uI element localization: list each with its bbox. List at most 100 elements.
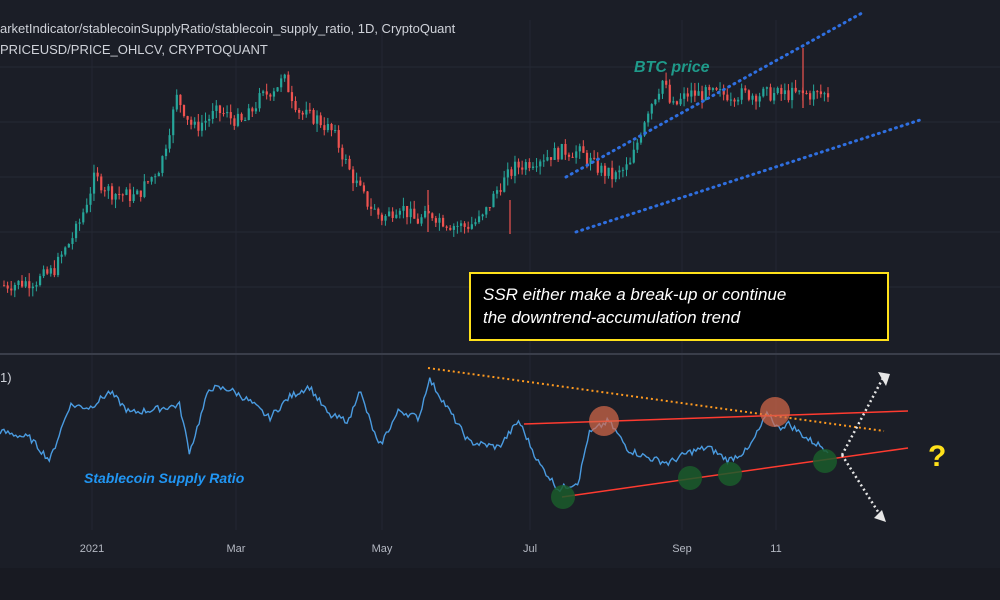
candle-body [100,176,103,191]
candle-body [193,121,196,125]
candle-body [107,186,110,191]
candle-body [38,276,42,286]
candle-body [409,208,412,218]
ssr-downtrend-line [427,367,885,432]
candle-series [3,48,830,298]
candle-body [287,74,290,93]
candle-body [92,172,96,194]
candle-body [449,227,452,230]
candle-body [434,218,437,223]
candle-body [60,254,63,257]
candle-body [272,91,276,97]
candle-body [161,156,164,173]
candle-body [186,116,189,120]
candle-body [168,135,171,149]
candle-body [791,87,794,101]
candle-body [787,90,790,101]
candle-body [679,98,682,105]
candle-body [233,118,236,126]
candle-body [805,93,808,95]
header-indicator-title: arketIndicator/stablecoinSupplyRatio/sta… [0,21,456,36]
candle-body [733,99,736,102]
candle-body [103,190,106,192]
candle-body [625,164,628,170]
candle-body [96,172,99,177]
candle-body [226,112,229,114]
candle-body [629,162,632,165]
candle-body [154,176,157,178]
candle-body [157,172,160,177]
breakout-arrowhead [878,372,890,386]
candle-body [164,148,168,157]
candle-body [665,80,668,85]
candle-body [114,193,117,200]
candle-body [427,210,430,214]
candle-body [575,151,578,158]
candle-body [222,113,225,115]
candle-body [179,94,182,106]
candle-body [654,99,657,105]
support-touch-marker [718,462,742,486]
annotation-overlays [427,11,922,522]
candle-body [319,115,322,126]
candle-body [240,113,243,121]
candle-body [298,109,301,113]
candle-body [686,93,689,97]
candle-body [632,149,635,163]
candle-body [539,161,542,167]
candle-body [596,157,599,173]
candle-body [290,92,294,102]
candle-body [456,225,459,227]
candle-body [175,94,178,110]
candle-body [697,91,700,96]
candle-body [704,87,707,101]
candle-body [380,214,384,221]
candle-body [182,105,186,117]
candle-body [621,169,625,171]
candle-body [708,87,711,90]
candle-body [46,269,49,274]
candle-body [110,186,114,200]
candle-body [812,91,815,100]
candle-body [585,152,589,164]
candle-body [128,189,132,202]
candle-body [780,88,783,95]
candle-body [711,88,715,90]
candle-body [661,80,664,94]
candle-body [355,180,358,184]
candle-body [17,280,20,286]
candle-body [31,286,34,289]
candle-body [783,90,787,95]
candle-body [172,109,175,136]
candle-body [762,88,765,97]
candle-body [143,181,146,197]
ssr-series [0,377,829,493]
note-line-2: the downtrend-accumulation trend [483,308,741,327]
candle-body [769,87,772,101]
candle-body [618,170,621,173]
candle-body [384,216,387,221]
candle-body [477,216,481,223]
candle-body [798,90,801,92]
candle-body [755,95,758,102]
candle-body [517,161,520,168]
candle-body [819,91,823,95]
candle-body [740,88,743,100]
candle-body [200,122,204,131]
candle-body [398,210,402,215]
candle-body [567,154,571,157]
x-tick-label: 2021 [80,543,104,555]
candle-body [35,285,38,287]
candle-body [593,157,596,159]
candle-body [370,206,373,209]
candle-body [481,214,484,217]
candle-body [413,208,416,219]
candle-body [715,88,718,90]
candle-body [643,122,646,136]
candle-body [467,226,470,229]
candle-body [337,130,340,148]
x-tick-label: 11 [770,543,781,555]
candle-body [362,185,366,192]
candle-body [431,213,434,219]
candle-body [280,78,283,88]
